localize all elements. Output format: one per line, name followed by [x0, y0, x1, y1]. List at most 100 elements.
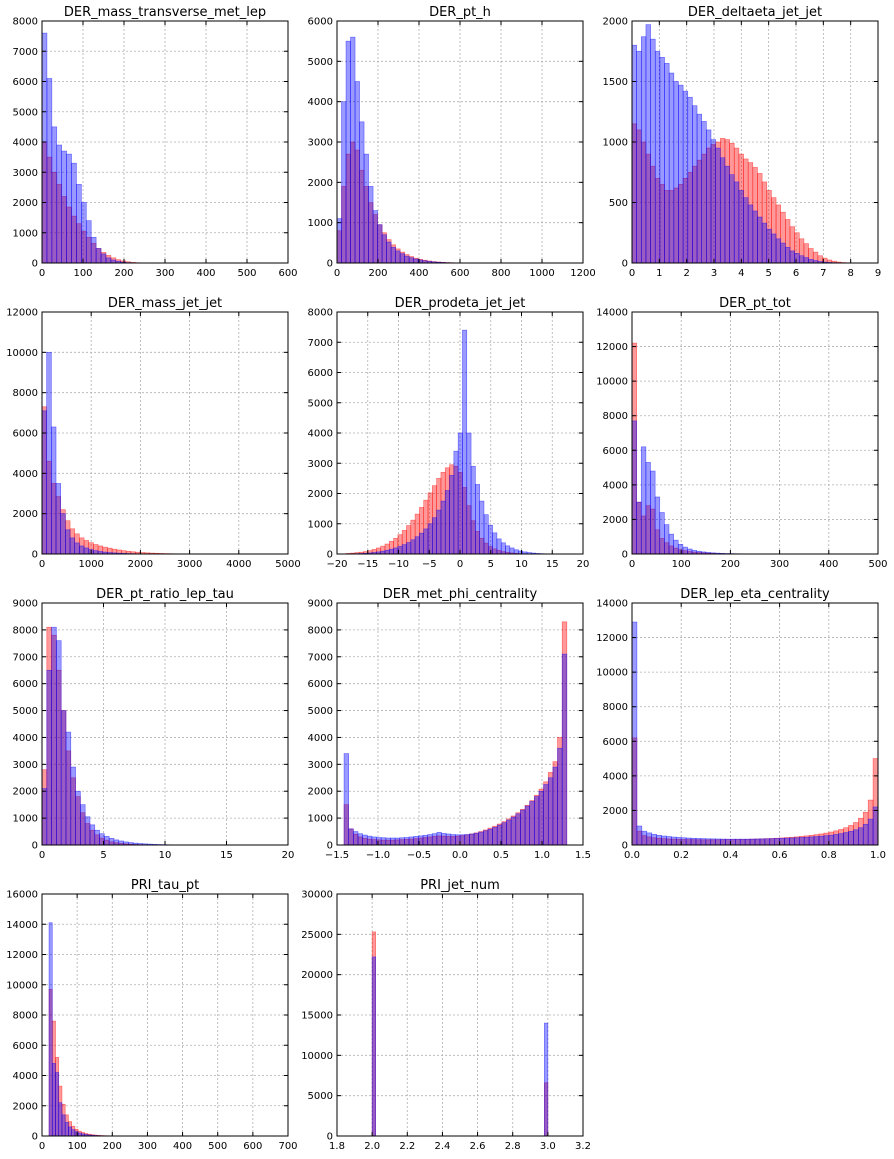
y-tick-label: 3000: [308, 459, 333, 470]
bar-blue: [766, 228, 772, 263]
bar-blue: [808, 259, 814, 263]
bar-blue: [46, 78, 53, 263]
x-tick-label: 200: [114, 268, 133, 279]
bar-blue: [65, 529, 71, 554]
y-tick-label: 0: [327, 259, 333, 270]
y-tick-label: 4000: [603, 771, 628, 782]
y-tick-label: 8000: [603, 411, 628, 422]
bar-blue: [449, 475, 455, 554]
subplot-title: DER_lep_eta_centrality: [680, 587, 830, 602]
x-tick-label: 5000: [275, 559, 300, 570]
x-tick-label: 10: [515, 559, 528, 570]
bar-blue: [70, 766, 76, 845]
bar-blue: [71, 162, 77, 263]
bar-blue: [692, 105, 698, 263]
bar-blue: [343, 753, 349, 845]
bar-blue: [769, 838, 775, 845]
x-tick-label: 700: [278, 1141, 297, 1152]
y-tick-label: 6000: [13, 77, 38, 88]
x-tick-label: 0.8: [821, 850, 837, 861]
y-tick-label: 0: [622, 550, 628, 561]
bar-blue: [51, 126, 58, 263]
bar-blue: [69, 537, 76, 554]
bar-blue: [774, 838, 780, 845]
bar-blue: [345, 40, 351, 263]
bar-blue: [552, 766, 558, 845]
bar-blue: [794, 837, 800, 845]
bar-blue: [359, 121, 365, 263]
bar-blue: [386, 241, 392, 263]
bar-blue: [414, 536, 420, 554]
bar-blue: [700, 838, 707, 845]
bar-blue: [687, 96, 693, 263]
subplot-1: 0 200 400 600 800 1000 1200 0 1000 2000 3000 4000 50…: [308, 5, 596, 279]
bar-blue: [640, 446, 647, 554]
y-tick-label: 4000: [308, 97, 333, 108]
bar-blue: [666, 836, 672, 845]
bar-blue: [366, 835, 373, 845]
y-tick-label: 2000: [308, 489, 333, 500]
bar-blue: [89, 824, 96, 845]
bar-blue: [441, 833, 447, 845]
bar-blue: [478, 831, 484, 845]
y-tick-label: 500: [609, 198, 628, 209]
bar-blue: [473, 832, 479, 845]
bar-blue: [492, 826, 498, 845]
bar-blue: [743, 197, 749, 263]
y-tick-label: 4000: [13, 138, 38, 149]
bar-blue: [487, 524, 493, 554]
x-tick-label: 100: [68, 1141, 87, 1152]
bar-blue: [808, 836, 815, 845]
grid-lines: [42, 21, 288, 263]
y-tick-label: 6000: [603, 737, 628, 748]
bar-blue: [496, 538, 502, 554]
x-tick-label: 0: [39, 559, 45, 570]
bar-blue: [46, 352, 52, 554]
bar-blue: [761, 222, 768, 263]
y-tick-label: 1000: [13, 228, 38, 239]
y-tick-label: 9000: [308, 599, 333, 610]
bar-blue: [399, 837, 405, 845]
bar-blue: [66, 153, 72, 263]
bar-blue: [51, 626, 57, 845]
bar-blue: [724, 165, 730, 263]
x-tick-label: 1000: [529, 268, 554, 279]
x-tick-label: 1.8: [329, 1141, 345, 1152]
x-tick-label: 1.5: [575, 850, 591, 861]
bar-blue: [376, 837, 382, 845]
x-tick-label: 400: [819, 559, 838, 570]
x-tick-label: 2.2: [399, 1141, 415, 1152]
bar-blue: [641, 830, 648, 845]
bar-blue: [685, 837, 692, 845]
bar-blue: [113, 839, 120, 845]
grid-lines: [42, 603, 288, 845]
bar-blue: [380, 837, 387, 845]
y-tick-label: 0: [32, 550, 38, 561]
bar-blue: [764, 838, 771, 845]
subplot-title: DER_pt_h: [429, 5, 491, 20]
x-tick-label: 2.6: [470, 1141, 486, 1152]
y-tick-label: 2000: [308, 178, 333, 189]
bars: [632, 24, 856, 263]
bar-blue: [436, 832, 442, 845]
bar-blue: [872, 806, 878, 845]
axes-frame: [631, 602, 879, 846]
subplot-title: DER_prodeta_jet_jet: [395, 296, 526, 311]
y-tick-label: 12000: [6, 950, 38, 961]
bar-blue: [561, 653, 568, 845]
bar-blue: [785, 246, 791, 263]
x-tick-label: 10: [159, 850, 172, 861]
subplot-title: DER_pt_tot: [719, 296, 791, 311]
bar-blue: [632, 44, 637, 263]
y-tick-label: 5000: [308, 706, 333, 717]
x-tick-label: 5: [765, 268, 771, 279]
bar-blue: [752, 210, 758, 263]
y-tick-label: 7000: [308, 338, 333, 349]
y-tick-label: 0: [327, 1132, 333, 1143]
y-tick-label: 5000: [308, 1091, 333, 1102]
x-tick-label: 0: [629, 268, 635, 279]
grid-lines: [42, 312, 288, 554]
bar-blue: [798, 255, 805, 263]
x-tick-label: 1.0: [534, 850, 550, 861]
